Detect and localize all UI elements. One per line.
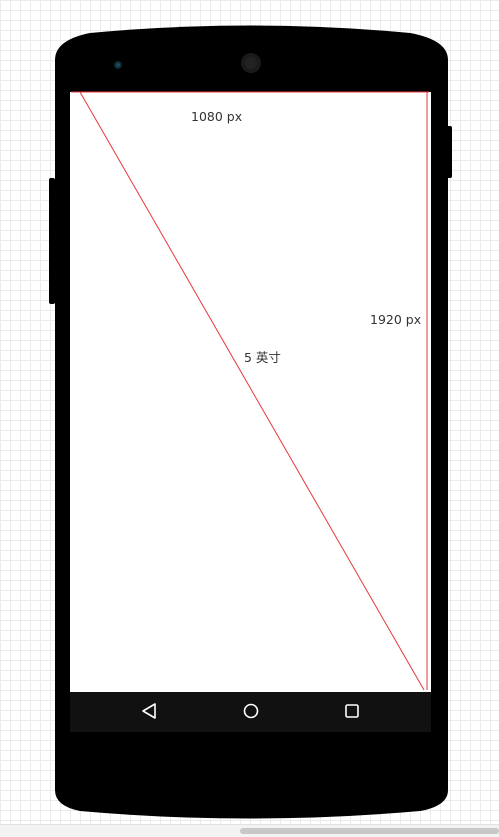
horizontal-scrollbar-thumb[interactable] bbox=[240, 828, 499, 834]
back-triangle-icon[interactable] bbox=[142, 703, 156, 719]
recents-square-icon[interactable] bbox=[345, 704, 359, 718]
diagonal-dimension-line bbox=[79, 91, 425, 691]
nav-bar bbox=[70, 692, 431, 732]
width-label: 1080 px bbox=[191, 109, 242, 124]
volume-button bbox=[49, 178, 55, 304]
proximity-sensor-glint bbox=[116, 63, 120, 67]
front-camera-lens bbox=[245, 57, 257, 69]
diagonal-label: 5 英寸 bbox=[244, 350, 281, 365]
screen bbox=[70, 92, 431, 692]
horizontal-scrollbar[interactable] bbox=[0, 824, 499, 837]
home-circle-icon[interactable] bbox=[243, 703, 259, 719]
height-label: 1920 px bbox=[370, 312, 421, 327]
